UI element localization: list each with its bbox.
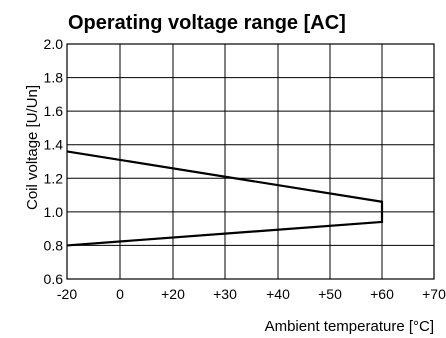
x-tick-label: +30 — [213, 286, 237, 302]
curves — [66, 150, 384, 247]
y-tick-labels: 0.6 0.8 1.0 1.2 1.4 1.6 1.8 2.0 — [44, 36, 64, 287]
y-tick-label: 1.0 — [44, 204, 64, 220]
chart-title: Operating voltage range [AC] — [68, 12, 346, 34]
x-tick-label: -20 — [57, 286, 77, 302]
y-tick-label: 1.6 — [44, 103, 64, 119]
y-axis-label: Coil voltage [U/Un] — [24, 85, 41, 210]
y-tick-label: 1.2 — [44, 170, 64, 186]
grid — [67, 44, 434, 279]
x-tick-label: +50 — [318, 286, 342, 302]
x-tick-labels: -20 0 +20 +30 +40 +50 +60 +70 — [57, 286, 446, 302]
x-tick-label: +60 — [370, 286, 394, 302]
plot-frame — [66, 43, 435, 280]
x-tick-label: +70 — [422, 286, 446, 302]
y-tick-label: 2.0 — [44, 36, 64, 52]
x-tick-label: +20 — [161, 286, 185, 302]
y-tick-label: 1.4 — [44, 137, 64, 153]
x-tick-label: 0 — [116, 286, 124, 302]
x-axis-label: Ambient temperature [°C] — [265, 318, 434, 335]
series-line — [66, 150, 384, 247]
y-tick-label: 0.6 — [44, 271, 64, 287]
y-tick-label: 1.8 — [44, 70, 64, 86]
y-tick-label: 0.8 — [44, 237, 64, 253]
x-tick-label: +40 — [266, 286, 290, 302]
